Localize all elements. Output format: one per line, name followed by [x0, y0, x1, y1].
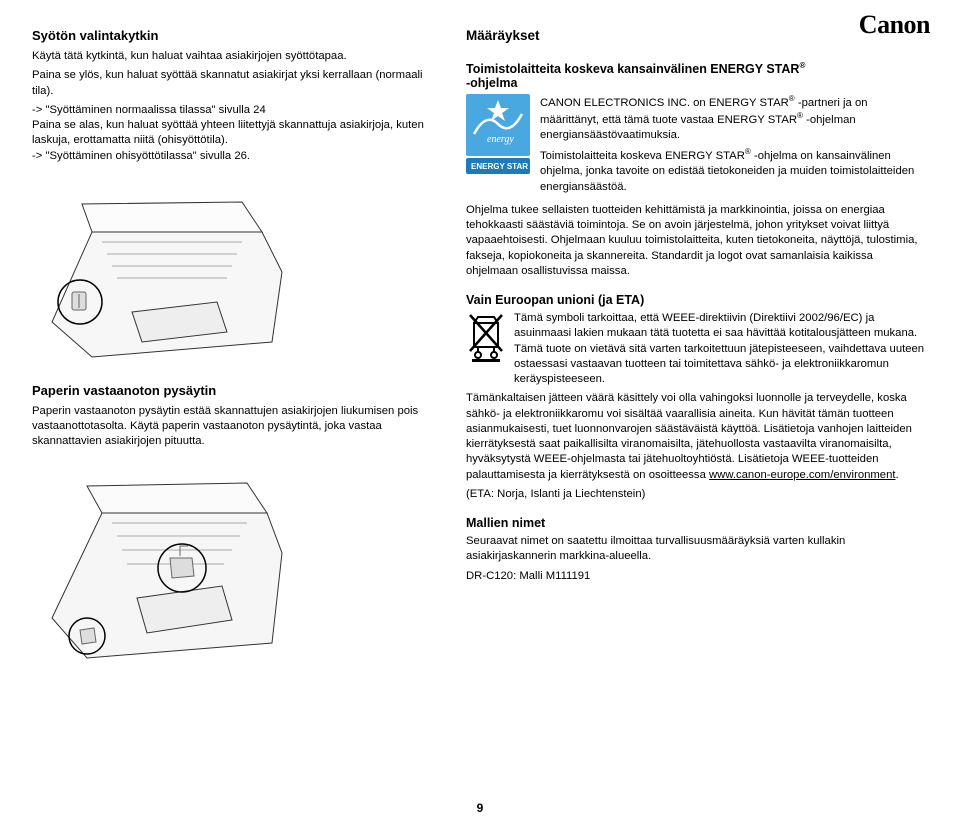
es-p1a: CANON ELECTRONICS INC. on ENERGY STAR — [540, 97, 789, 109]
energystar-p2: Toimistolaitteita koskeva ENERGY STAR® -… — [540, 147, 928, 195]
feed-p3b: Paina se alas, kun haluat syöttää yhteen… — [32, 119, 424, 146]
paper-stopper-title: Paperin vastaanoton pysäytin — [32, 383, 442, 398]
svg-text:ENERGY STAR: ENERGY STAR — [471, 162, 528, 171]
energystar-p1: CANON ELECTRONICS INC. on ENERGY STAR® -… — [540, 94, 928, 143]
page-number: 9 — [477, 801, 484, 815]
models-p2: DR-C120: Malli M111191 — [466, 569, 928, 584]
feed-selector-p1: Käytä tätä kytkintä, kun haluat vaihtaa … — [32, 49, 442, 64]
energystar-title-a: Toimistolaitteita koskeva kansainvälinen… — [466, 62, 799, 76]
reg-mark: ® — [799, 61, 805, 70]
feed-ref-2: -> "Syöttäminen ohisyöttötilassa" sivull… — [32, 150, 250, 162]
page-content: Syötön valintakytkin Käytä tätä kytkintä… — [0, 0, 960, 699]
energystar-title-b: -ohjelma — [466, 76, 517, 90]
feed-selector-title: Syötön valintakytkin — [32, 28, 442, 43]
energystar-badge-row: energy ENERGY STAR CANON ELECTRONICS INC… — [466, 94, 928, 199]
eu-title: Vain Euroopan unioni (ja ETA) — [466, 293, 928, 307]
canon-europe-link[interactable]: www.canon-europe.com/environment — [709, 469, 896, 481]
feed-selector-illustration — [32, 172, 442, 367]
models-p1: Seuraavat nimet on saatettu ilmoittaa tu… — [466, 534, 928, 565]
eu-p3: (ETA: Norja, Islanti ja Liechtenstein) — [466, 487, 928, 502]
feed-selector-p3: -> "Syöttäminen normaalissa tilassa" siv… — [32, 103, 442, 164]
reg-mark-4: ® — [745, 147, 751, 156]
models-title: Mallien nimet — [466, 516, 928, 530]
energystar-badge-icon: energy ENERGY STAR — [466, 94, 530, 179]
eu-p2: Tämänkaltaisen jätteen väärä käsittely v… — [466, 391, 928, 483]
right-column: Määräykset Toimistolaitteita koskeva kan… — [466, 28, 928, 689]
eu-section: Vain Euroopan unioni (ja ETA) — [466, 293, 928, 502]
weee-row: Tämä symboli tarkoittaa, että WEEE-direk… — [466, 311, 928, 391]
models-section: Mallien nimet Seuraavat nimet on saatett… — [466, 516, 928, 584]
eu-p2a: Tämänkaltaisen jätteen väärä käsittely v… — [466, 392, 912, 480]
svg-text:energy: energy — [487, 134, 514, 145]
es-p2a: Toimistolaitteita koskeva ENERGY STAR — [540, 150, 745, 162]
feed-selector-section: Syötön valintakytkin Käytä tätä kytkintä… — [32, 28, 442, 367]
paper-stopper-section: Paperin vastaanoton pysäytin Paperin vas… — [32, 383, 442, 673]
reg-mark-3: ® — [797, 111, 803, 120]
eu-p2b: . — [896, 469, 899, 481]
reg-mark-2: ® — [789, 94, 795, 103]
energystar-p3: Ohjelma tukee sellaisten tuotteiden kehi… — [466, 203, 928, 279]
energystar-title: Toimistolaitteita koskeva kansainvälinen… — [466, 61, 928, 90]
feed-selector-p2: Paina se ylös, kun haluat syöttää skanna… — [32, 68, 442, 99]
paper-stopper-p1: Paperin vastaanoton pysäytin estää skann… — [32, 404, 442, 450]
eu-p1: Tämä symboli tarkoittaa, että WEEE-direk… — [514, 311, 928, 387]
energystar-badge-text: CANON ELECTRONICS INC. on ENERGY STAR® -… — [540, 94, 928, 199]
feed-ref-1: -> "Syöttäminen normaalissa tilassa" siv… — [32, 104, 266, 116]
energystar-section: Toimistolaitteita koskeva kansainvälinen… — [466, 61, 928, 279]
paper-stopper-illustration — [32, 458, 442, 673]
weee-icon — [466, 311, 506, 368]
left-column: Syötön valintakytkin Käytä tätä kytkintä… — [32, 28, 442, 689]
canon-logo: Canon — [859, 10, 930, 40]
